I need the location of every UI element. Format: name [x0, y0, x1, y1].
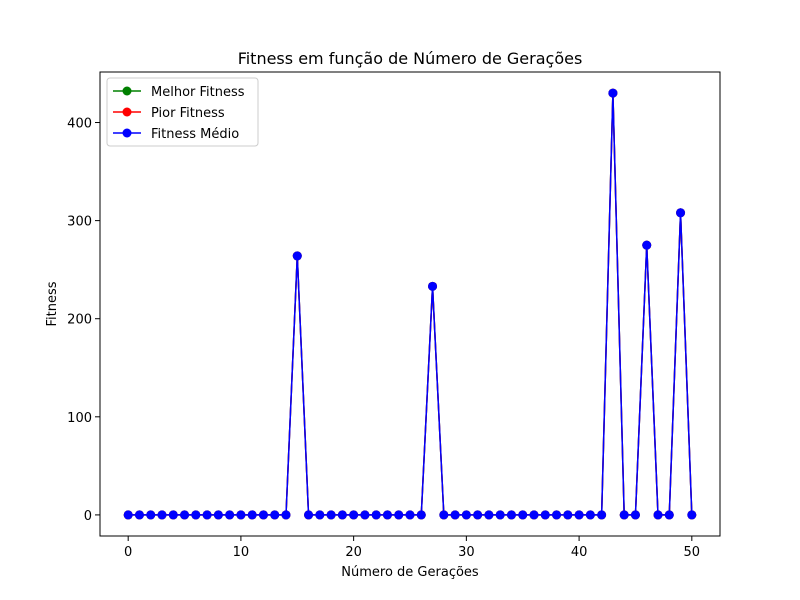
chart-title: Fitness em função de Número de Gerações	[238, 49, 583, 68]
data-point	[236, 510, 246, 520]
y-tick-label: 0	[84, 509, 92, 524]
legend-label: Melhor Fitness	[151, 85, 245, 100]
data-point	[416, 510, 426, 520]
data-point	[608, 88, 618, 98]
data-point	[676, 208, 686, 218]
x-tick-label: 10	[233, 545, 250, 560]
legend-label: Pior Fitness	[151, 106, 225, 121]
data-point	[180, 510, 190, 520]
legend-marker	[122, 86, 132, 96]
data-point	[563, 510, 573, 520]
data-point	[337, 510, 347, 520]
legend-box	[106, 77, 259, 147]
data-point	[157, 510, 167, 520]
data-point	[428, 281, 438, 291]
series-layer	[123, 88, 697, 520]
x-axis: 0 10 20 30 40 50	[124, 536, 700, 560]
data-point	[529, 510, 539, 520]
legend: Melhor Fitness Pior Fitness Fitness Médio	[106, 77, 259, 147]
data-point	[653, 510, 663, 520]
series-fitness-médio	[123, 88, 697, 520]
legend-label: Fitness Médio	[151, 127, 239, 142]
data-point	[258, 510, 268, 520]
data-point	[326, 510, 336, 520]
plot-area: 0 10 20 30 40 50 0 100 200 300 400	[67, 71, 721, 560]
data-point	[168, 510, 178, 520]
x-tick-label: 30	[458, 545, 475, 560]
data-point	[123, 510, 133, 520]
data-point	[270, 510, 280, 520]
data-point	[247, 510, 257, 520]
y-tick-label: 200	[67, 313, 92, 328]
data-point	[146, 510, 156, 520]
data-point	[213, 510, 223, 520]
data-point	[134, 510, 144, 520]
x-tick-label: 50	[684, 545, 701, 560]
x-tick-label: 20	[345, 545, 362, 560]
y-tick-label: 100	[67, 411, 92, 426]
data-point	[552, 510, 562, 520]
data-point	[315, 510, 325, 520]
data-point	[202, 510, 212, 520]
data-point	[687, 510, 697, 520]
data-point	[394, 510, 404, 520]
data-point	[439, 510, 449, 520]
data-point	[484, 510, 494, 520]
y-axis: 0 100 200 300 400	[67, 117, 100, 524]
y-axis-label: Fitness	[45, 281, 60, 326]
data-point	[664, 510, 674, 520]
data-point	[642, 240, 652, 250]
data-point	[518, 510, 528, 520]
data-point	[382, 510, 392, 520]
data-point	[630, 510, 640, 520]
data-point	[597, 510, 607, 520]
data-point	[304, 510, 314, 520]
legend-marker	[122, 128, 132, 138]
data-point	[574, 510, 584, 520]
data-point	[619, 510, 629, 520]
data-point	[585, 510, 595, 520]
data-point	[360, 510, 370, 520]
data-point	[405, 510, 415, 520]
data-point	[281, 510, 291, 520]
data-point	[371, 510, 381, 520]
data-point	[506, 510, 516, 520]
data-point	[225, 510, 235, 520]
x-axis-label: Número de Gerações	[341, 565, 479, 580]
data-point	[450, 510, 460, 520]
data-point	[540, 510, 550, 520]
data-point	[349, 510, 359, 520]
data-point	[473, 510, 483, 520]
data-point	[191, 510, 201, 520]
data-point	[495, 510, 505, 520]
data-point	[461, 510, 471, 520]
x-tick-label: 40	[571, 545, 588, 560]
axes-frame	[99, 71, 721, 537]
x-tick-label: 0	[124, 545, 132, 560]
y-tick-label: 300	[67, 215, 92, 230]
data-point	[292, 251, 302, 261]
y-tick-label: 400	[67, 117, 92, 132]
legend-marker	[122, 107, 132, 117]
